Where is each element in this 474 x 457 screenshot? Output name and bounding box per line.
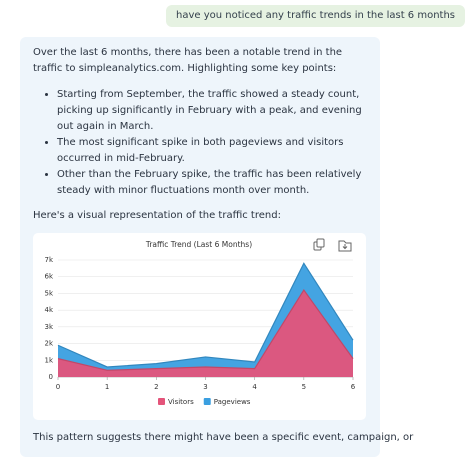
y-tick-label: 7k — [44, 256, 53, 264]
bullet-list: Starting from September, the traffic sho… — [33, 87, 363, 199]
lead: Here's a visual representation of the tr… — [33, 210, 281, 221]
outro: This pattern suggests there might have b… — [33, 432, 414, 443]
legend-label: Visitors — [168, 398, 194, 406]
area-line — [57, 289, 354, 371]
y-tick-label: 3k — [44, 323, 53, 331]
bullet: Other than the February spike, the traff… — [57, 167, 363, 199]
area — [58, 290, 353, 377]
y-tick-label: 0 — [49, 373, 53, 381]
legend-swatch — [203, 398, 211, 405]
y-tick-label: 2k — [44, 340, 53, 348]
chart: Traffic Trend (Last 6 Months) 0 1k 2k 3k 4k 5… — [33, 233, 366, 420]
y-tick-label: 5k — [44, 289, 53, 297]
bullet: The most significant spike in both pagev… — [57, 135, 363, 167]
bullet: Starting from September, the traffic sho… — [57, 87, 363, 135]
chart-title: Traffic Trend (Last 6 Months) — [145, 240, 252, 249]
x-tick-label: 4 — [252, 383, 257, 391]
x-tick-label: 2 — [154, 383, 158, 391]
x-tick-label: 5 — [302, 383, 306, 391]
copy-icon[interactable] — [313, 238, 325, 251]
download-icon[interactable] — [338, 240, 352, 252]
intro: Over the last 6 months, there has been a… — [33, 47, 343, 74]
area-line — [57, 262, 354, 368]
y-tick-label: 1k — [44, 356, 53, 364]
y-tick-label: 6k — [44, 273, 53, 281]
legend-swatch — [158, 398, 165, 405]
x-tick-label: 3 — [203, 383, 207, 391]
y-tick-label: 4k — [44, 306, 53, 314]
x-tick-label: 6 — [351, 383, 356, 391]
x-tick-label: 1 — [105, 383, 109, 391]
user-message: have you noticed any traffic trends in t… — [165, 5, 465, 27]
x-tick-label: 0 — [56, 383, 60, 391]
legend-label: Pageviews — [214, 398, 251, 406]
